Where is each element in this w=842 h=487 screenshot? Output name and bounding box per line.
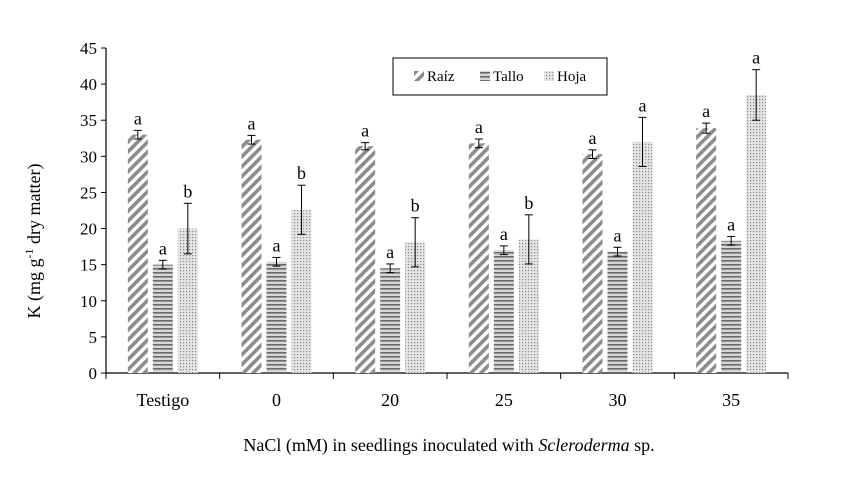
- bar-dotted: [291, 209, 312, 373]
- y-tick-label: 10: [80, 292, 97, 311]
- bar-horizontal: [152, 264, 173, 373]
- legend-label: Tallo: [493, 69, 524, 85]
- y-tick-label: 15: [80, 256, 97, 275]
- error-bars: [133, 69, 761, 274]
- significance-letter: a: [614, 225, 622, 245]
- bar-diagonal: [355, 146, 376, 373]
- significance-letter: a: [134, 108, 142, 128]
- x-tick-label: 25: [495, 390, 513, 410]
- bar-dotted: [177, 228, 198, 373]
- bar-dotted: [632, 141, 653, 373]
- significance-letter: a: [159, 238, 167, 258]
- bar-horizontal: [721, 240, 742, 373]
- significance-letter: a: [727, 215, 735, 235]
- bar-dotted: [405, 242, 426, 373]
- bar-diagonal: [582, 154, 603, 373]
- bar-horizontal: [266, 261, 287, 373]
- legend-swatch-dotted: [544, 71, 554, 81]
- significance-letter: a: [475, 117, 483, 137]
- y-tick-label: 20: [80, 220, 97, 239]
- significance-letter: a: [361, 121, 369, 141]
- x-tick-label: 35: [722, 390, 740, 410]
- significance-letter: b: [411, 196, 420, 216]
- y-tick-label: 35: [80, 111, 97, 130]
- y-tick-label: 30: [80, 147, 97, 166]
- significance-letter: b: [524, 193, 533, 213]
- significance-letter: a: [273, 235, 281, 255]
- legend-label: Raíz: [427, 69, 455, 85]
- legend-box: [392, 57, 608, 96]
- y-tick-label: 0: [89, 364, 98, 383]
- y-tick-label: 5: [89, 328, 98, 347]
- significance-letter: a: [639, 95, 647, 115]
- bars: [127, 94, 767, 373]
- significance-letter: a: [752, 48, 760, 68]
- significance-letter: a: [702, 101, 710, 121]
- x-tick-label: 20: [381, 390, 399, 410]
- significance-letter: a: [386, 242, 394, 262]
- bar-diagonal: [468, 143, 489, 373]
- significance-letter: a: [589, 128, 597, 148]
- legend-swatch-diagonal: [414, 71, 424, 81]
- bar-horizontal: [493, 250, 514, 373]
- bar-diagonal: [241, 139, 262, 373]
- significance-letter: a: [500, 224, 508, 244]
- bar-dotted: [746, 94, 767, 373]
- y-tick-label: 25: [80, 183, 97, 202]
- significance-letter: a: [248, 113, 256, 133]
- x-tick-label: Testigo: [136, 390, 189, 410]
- bar-diagonal: [696, 128, 717, 373]
- legend-swatch-horizontal: [480, 71, 490, 81]
- bar-horizontal: [607, 251, 628, 373]
- bar-dotted: [518, 239, 539, 373]
- significance-letter: b: [297, 163, 306, 183]
- x-tick-label: 30: [609, 390, 627, 410]
- legend: Raíz Tallo Hoja: [392, 57, 608, 96]
- legend-label: Hoja: [557, 69, 587, 85]
- significance-letter: b: [183, 181, 192, 201]
- y-tick-label: 40: [80, 75, 97, 94]
- axes: 0 5 10 15 20 25 30 35 40 45 Testigo 0 20 25 30 35: [80, 39, 789, 410]
- bar-horizontal: [380, 268, 401, 373]
- bar-diagonal: [127, 134, 148, 373]
- x-axis-label: NaCl (mM) in seedlings inoculated with S…: [243, 435, 654, 456]
- x-tick-label: 0: [272, 390, 281, 410]
- y-axis-label: K (mg g-1 dry matter): [22, 164, 45, 319]
- y-tick-label: 45: [80, 39, 97, 58]
